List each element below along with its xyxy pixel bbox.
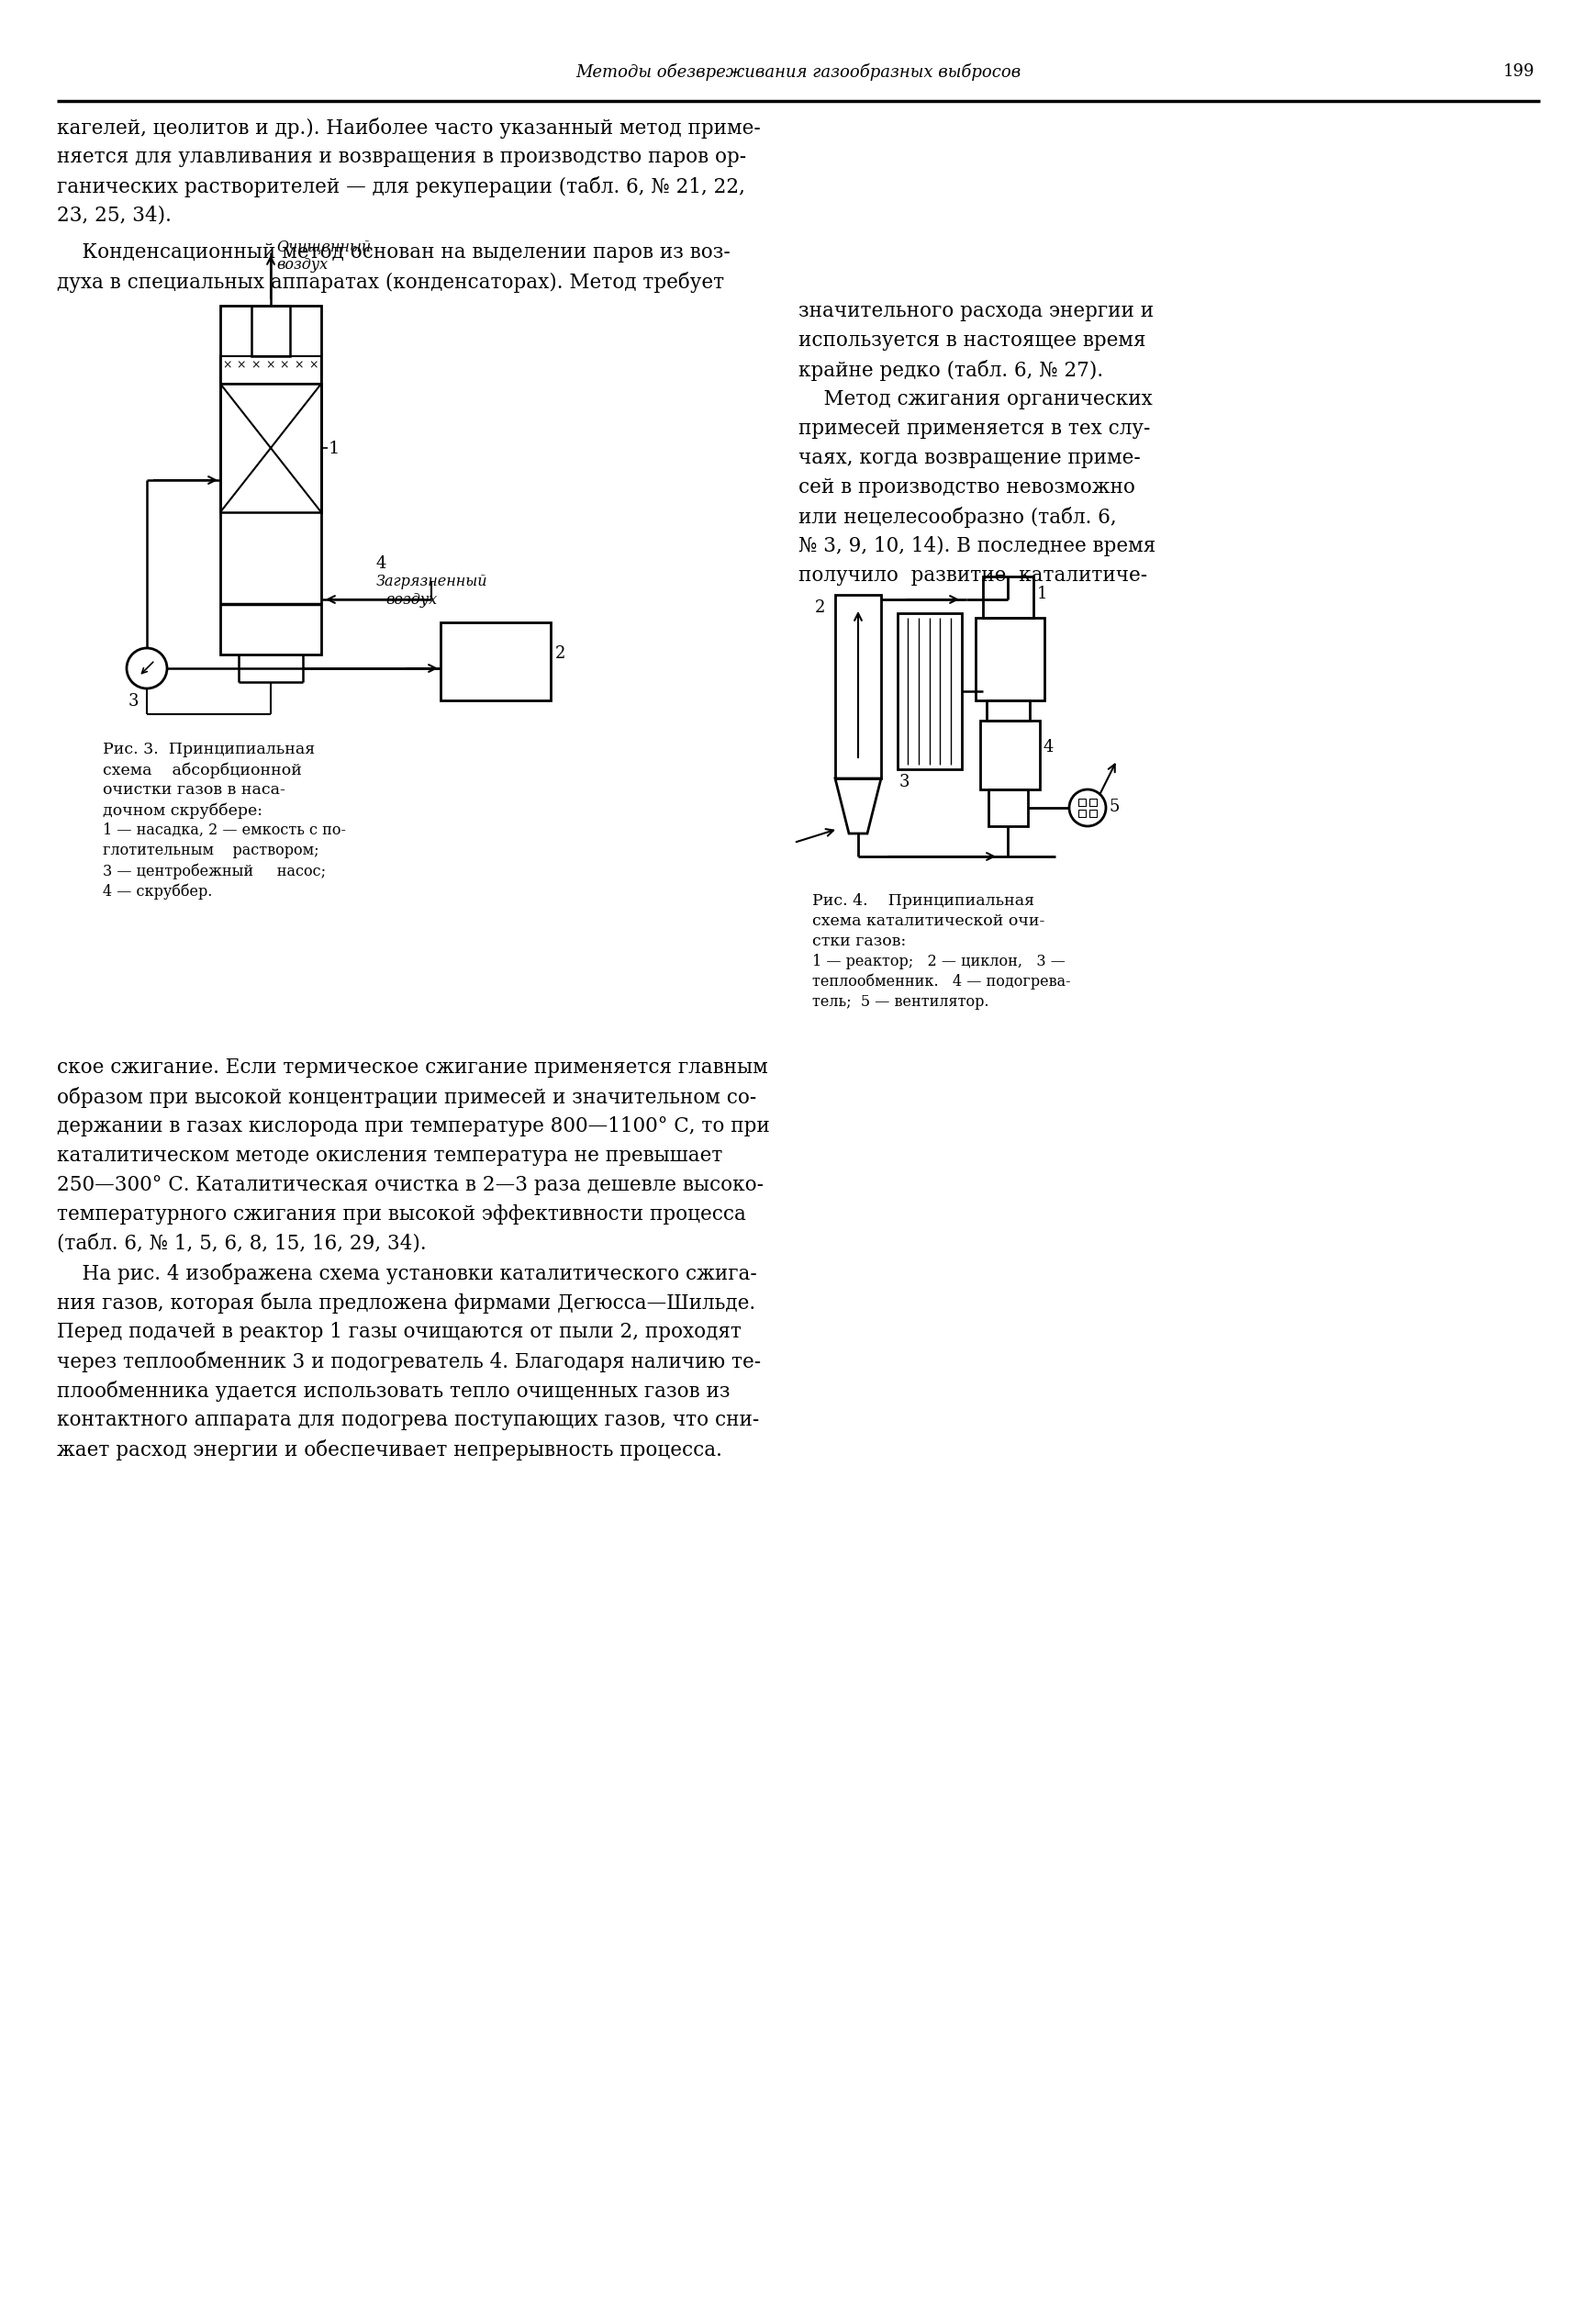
Text: ×: ×	[279, 360, 289, 371]
Text: № 3, 9, 10, 14). В последнее время: № 3, 9, 10, 14). В последнее время	[798, 537, 1156, 556]
Bar	[220, 383, 321, 512]
Bar	[980, 721, 1039, 788]
Text: 1 — насадка, 2 — емкость с по-: 1 — насадка, 2 — емкость с по-	[102, 823, 346, 839]
Text: 1 — реактор;   2 — циклон,   3 —: 1 — реактор; 2 — циклон, 3 —	[812, 954, 1065, 970]
Bar	[986, 701, 1029, 721]
Text: 1: 1	[1036, 585, 1047, 602]
Bar	[1088, 800, 1096, 807]
Text: ×: ×	[251, 360, 260, 371]
Text: схема    абсорбционной: схема абсорбционной	[102, 763, 302, 779]
Text: ское сжигание. Если термическое сжигание применяется главным: ское сжигание. Если термическое сжигание…	[57, 1058, 768, 1079]
Text: через теплообменник 3 и подогреватель 4. Благодаря наличию те-: через теплообменник 3 и подогреватель 4.…	[57, 1351, 761, 1371]
Text: значительного расхода энергии и: значительного расхода энергии и	[798, 302, 1152, 320]
Bar	[220, 357, 321, 383]
Bar	[220, 307, 321, 655]
Text: или нецелесообразно (табл. 6,: или нецелесообразно (табл. 6,	[798, 507, 1116, 528]
Text: тель;  5 — вентилятор.: тель; 5 — вентилятор.	[812, 993, 988, 1010]
Text: 5: 5	[1109, 798, 1119, 816]
Text: 2: 2	[555, 645, 565, 662]
Bar	[983, 576, 1033, 618]
Bar	[835, 595, 881, 779]
Text: ×: ×	[310, 360, 319, 371]
Text: На рис. 4 изображена схема установки каталитического сжига-: На рис. 4 изображена схема установки кат…	[57, 1263, 757, 1284]
Text: няется для улавливания и возвращения в производство паров ор-: няется для улавливания и возвращения в п…	[57, 148, 745, 166]
Bar	[988, 788, 1028, 825]
Text: Рис. 4.    Принципиальная: Рис. 4. Принципиальная	[812, 892, 1034, 908]
Text: ×: ×	[267, 360, 276, 371]
Text: кагелей, цеолитов и др.). Наиболее часто указанный метод приме-: кагелей, цеолитов и др.). Наиболее часто…	[57, 118, 760, 138]
Text: Перед подачей в реактор 1 газы очищаются от пыли 2, проходят: Перед подачей в реактор 1 газы очищаются…	[57, 1321, 741, 1342]
Text: ×: ×	[294, 360, 303, 371]
Text: воздух: воздух	[276, 258, 327, 272]
Text: жает расход энергии и обеспечивает непрерывность процесса.: жает расход энергии и обеспечивает непре…	[57, 1438, 721, 1461]
Text: 250—300° С. Каталитическая очистка в 2—3 раза дешевле высоко-: 250—300° С. Каталитическая очистка в 2—3…	[57, 1176, 763, 1196]
Text: контактного аппарата для подогрева поступающих газов, что сни-: контактного аппарата для подогрева посту…	[57, 1411, 758, 1429]
Bar	[1077, 800, 1085, 807]
Text: получило  развитие  каталитиче-: получило развитие каталитиче-	[798, 565, 1146, 585]
Text: 1: 1	[329, 440, 340, 456]
Bar	[440, 622, 551, 701]
Text: Метод сжигания органических: Метод сжигания органических	[798, 390, 1152, 410]
Bar	[1077, 809, 1085, 816]
Text: плообменника удается использовать тепло очищенных газов из: плообменника удается использовать тепло …	[57, 1381, 729, 1401]
Text: образом при высокой концентрации примесей и значительном со-: образом при высокой концентрации примесе…	[57, 1088, 757, 1109]
Text: температурного сжигания при высокой эффективности процесса: температурного сжигания при высокой эффе…	[57, 1206, 745, 1224]
Text: 2: 2	[814, 599, 825, 615]
Text: 23, 25, 34).: 23, 25, 34).	[57, 205, 171, 226]
Bar	[1088, 809, 1096, 816]
Bar	[975, 618, 1044, 701]
Text: схема каталитической очи-: схема каталитической очи-	[812, 913, 1044, 929]
Text: 3: 3	[128, 694, 139, 710]
Text: 199: 199	[1502, 62, 1534, 81]
Text: 3: 3	[899, 774, 910, 791]
Bar	[251, 307, 290, 357]
Text: Рис. 3.  Принципиальная: Рис. 3. Принципиальная	[102, 742, 314, 758]
Text: Очищенный: Очищенный	[276, 240, 370, 256]
Text: дочном скруббере:: дочном скруббере:	[102, 802, 262, 818]
Text: воздух: воздух	[385, 592, 437, 609]
Text: Методы обезвреживания газообразных выбросов: Методы обезвреживания газообразных выбро…	[576, 62, 1020, 81]
Text: ×: ×	[236, 360, 246, 371]
Text: ганических растворителей — для рекуперации (табл. 6, № 21, 22,: ганических растворителей — для рекуперац…	[57, 175, 745, 198]
Text: стки газов:: стки газов:	[812, 934, 905, 950]
Text: духа в специальных аппаратах (конденсаторах). Метод требует: духа в специальных аппаратах (конденсато…	[57, 272, 725, 293]
Text: Загрязненный: Загрязненный	[377, 574, 487, 590]
Text: ния газов, которая была предложена фирмами Дегюсса—Шильде.: ния газов, которая была предложена фирма…	[57, 1293, 755, 1314]
Text: очистки газов в наса-: очистки газов в наса-	[102, 781, 286, 798]
Text: примесей применяется в тех слу-: примесей применяется в тех слу-	[798, 420, 1149, 438]
Text: (табл. 6, № 1, 5, 6, 8, 15, 16, 29, 34).: (табл. 6, № 1, 5, 6, 8, 15, 16, 29, 34).	[57, 1233, 426, 1254]
Text: глотительным    раствором;: глотительным раствором;	[102, 844, 319, 857]
Text: используется в настоящее время: используется в настоящее время	[798, 330, 1146, 350]
Text: держании в газах кислорода при температуре 800—1100° С, то при: держании в газах кислорода при температу…	[57, 1116, 769, 1136]
Text: сей в производство невозможно: сей в производство невозможно	[798, 477, 1135, 498]
Text: 3 — центробежный     насос;: 3 — центробежный насос;	[102, 862, 326, 878]
Text: теплообменник.   4 — подогрева-: теплообменник. 4 — подогрева-	[812, 975, 1069, 991]
Text: 4 — скруббер.: 4 — скруббер.	[102, 883, 212, 899]
Text: 4: 4	[1042, 740, 1053, 756]
Text: ×: ×	[223, 360, 233, 371]
Text: каталитическом методе окисления температура не превышает: каталитическом методе окисления температ…	[57, 1146, 723, 1166]
Text: 4: 4	[377, 556, 386, 572]
Text: крайне редко (табл. 6, № 27).: крайне редко (табл. 6, № 27).	[798, 360, 1103, 380]
Bar	[897, 613, 961, 770]
Text: Конденсационный метод основан на выделении паров из воз-: Конденсационный метод основан на выделен…	[57, 242, 729, 263]
Text: чаях, когда возвращение приме-: чаях, когда возвращение приме-	[798, 447, 1140, 468]
